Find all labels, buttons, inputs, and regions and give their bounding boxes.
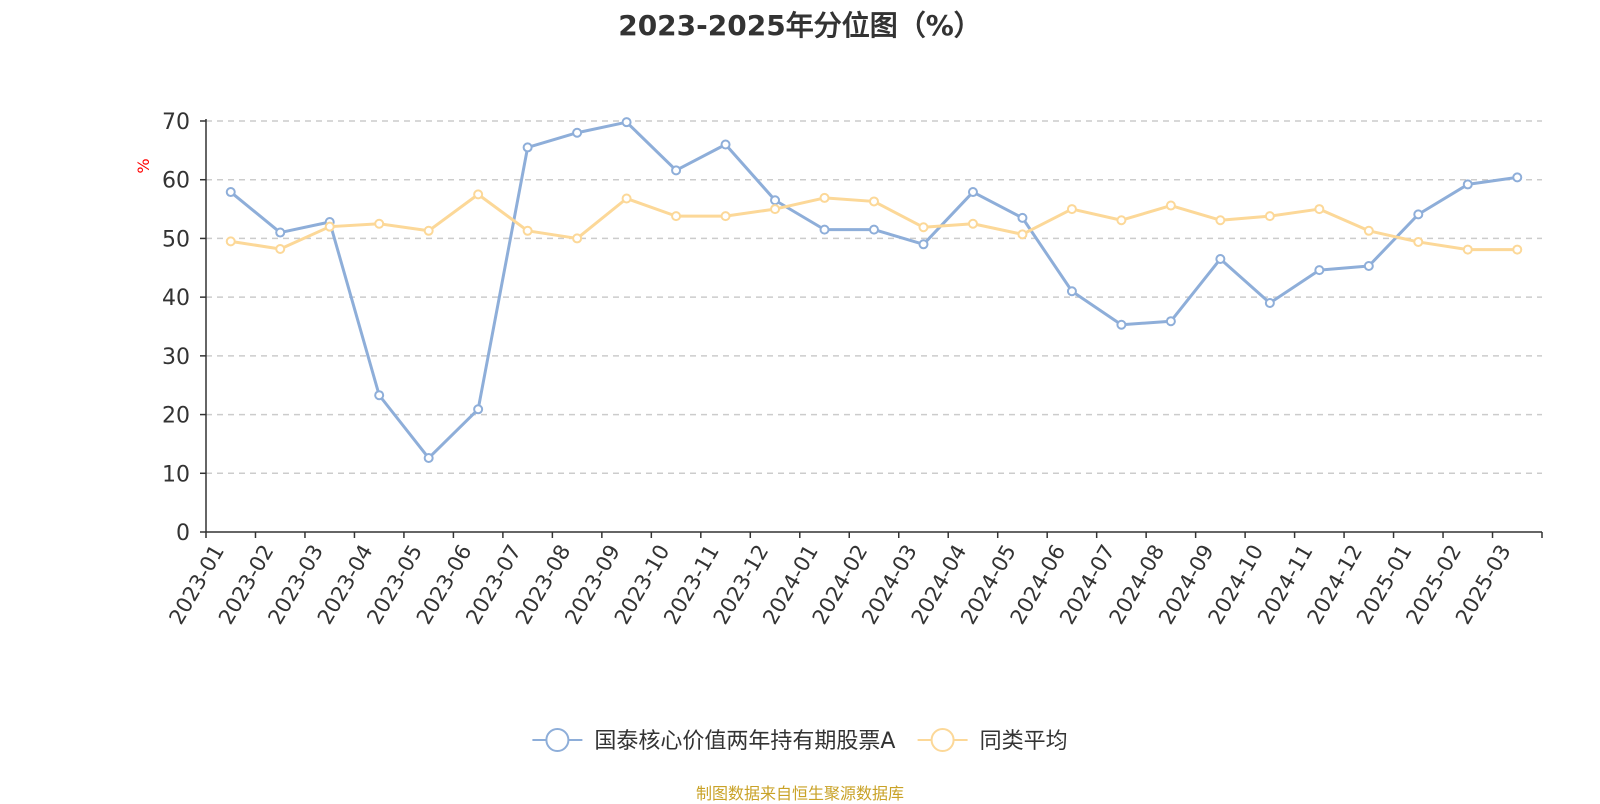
data-point bbox=[572, 127, 583, 138]
data-point bbox=[918, 222, 929, 233]
y-tick-label: 60 bbox=[162, 169, 190, 194]
data-point bbox=[819, 192, 830, 203]
data-point bbox=[720, 211, 731, 222]
data-point bbox=[671, 165, 682, 176]
data-point bbox=[720, 139, 731, 150]
data-point bbox=[374, 218, 385, 229]
data-point bbox=[1116, 215, 1127, 226]
data-point bbox=[1314, 265, 1325, 276]
data-point bbox=[1462, 244, 1473, 255]
data-point bbox=[275, 227, 286, 238]
data-point bbox=[819, 224, 830, 235]
y-tick-label: 50 bbox=[162, 227, 190, 252]
legend-marker bbox=[545, 728, 570, 752]
data-point bbox=[1363, 225, 1374, 236]
axes: 010203040506070%2023-012023-022023-03202… bbox=[134, 110, 1543, 628]
data-point bbox=[918, 239, 929, 250]
y-tick-label: 70 bbox=[162, 110, 190, 135]
data-point bbox=[1066, 204, 1077, 215]
data-point bbox=[770, 195, 781, 206]
data-point bbox=[1116, 319, 1127, 330]
data-point bbox=[967, 218, 978, 229]
data-point bbox=[423, 453, 434, 464]
data-point bbox=[1215, 253, 1226, 264]
legend-label: 国泰核心价值两年持有期股票A bbox=[594, 729, 895, 754]
legend-marker bbox=[930, 728, 955, 752]
data-point bbox=[1264, 211, 1275, 222]
y-axis-label: % bbox=[134, 158, 153, 173]
data-point bbox=[1512, 172, 1523, 183]
data-point bbox=[473, 189, 484, 200]
data-point bbox=[869, 224, 879, 235]
data-point bbox=[1215, 215, 1226, 226]
data-point bbox=[1512, 244, 1523, 255]
data-point bbox=[1413, 236, 1424, 247]
y-tick-label: 40 bbox=[162, 286, 190, 311]
data-point bbox=[522, 142, 533, 153]
data-point bbox=[1165, 316, 1176, 327]
data-point bbox=[275, 243, 286, 254]
data-point bbox=[473, 404, 484, 415]
data-point bbox=[621, 193, 632, 204]
series-lines bbox=[225, 117, 1523, 464]
data-point bbox=[324, 221, 335, 232]
chart-title: 2023-2025年分位图（%） bbox=[618, 9, 982, 42]
series-line bbox=[229, 120, 1518, 460]
data-point bbox=[1264, 298, 1275, 309]
source-note: 制图数据来自恒生聚源数据库 bbox=[695, 784, 904, 803]
y-tick-label: 20 bbox=[162, 404, 190, 429]
data-point bbox=[1017, 212, 1028, 223]
data-point bbox=[869, 196, 879, 207]
data-point bbox=[522, 225, 533, 236]
data-point bbox=[423, 225, 434, 236]
y-tick-label: 10 bbox=[162, 462, 190, 487]
data-point bbox=[1165, 200, 1176, 211]
data-point bbox=[621, 117, 632, 128]
data-point bbox=[967, 187, 978, 198]
data-point bbox=[1363, 261, 1374, 272]
grid-lines bbox=[206, 120, 1542, 475]
series-1 bbox=[225, 189, 1523, 255]
data-point bbox=[225, 187, 236, 198]
data-point bbox=[1017, 229, 1028, 240]
data-point bbox=[1314, 204, 1325, 215]
legend: 国泰核心价值两年持有期股票A 同类平均 bbox=[532, 728, 1068, 754]
legend-item-0: 国泰核心价值两年持有期股票A bbox=[532, 728, 895, 754]
legend-label: 同类平均 bbox=[980, 729, 1068, 754]
data-point bbox=[572, 233, 583, 244]
y-tick-label: 30 bbox=[162, 345, 190, 370]
data-point bbox=[1462, 179, 1473, 190]
legend-item-1: 同类平均 bbox=[917, 728, 1068, 754]
series-0 bbox=[225, 117, 1523, 464]
data-point bbox=[671, 211, 682, 222]
data-point bbox=[374, 390, 385, 401]
y-tick-label: 0 bbox=[176, 521, 190, 546]
data-point bbox=[1066, 286, 1077, 297]
data-point bbox=[1413, 209, 1424, 220]
data-point bbox=[225, 236, 236, 247]
data-point bbox=[770, 204, 781, 215]
